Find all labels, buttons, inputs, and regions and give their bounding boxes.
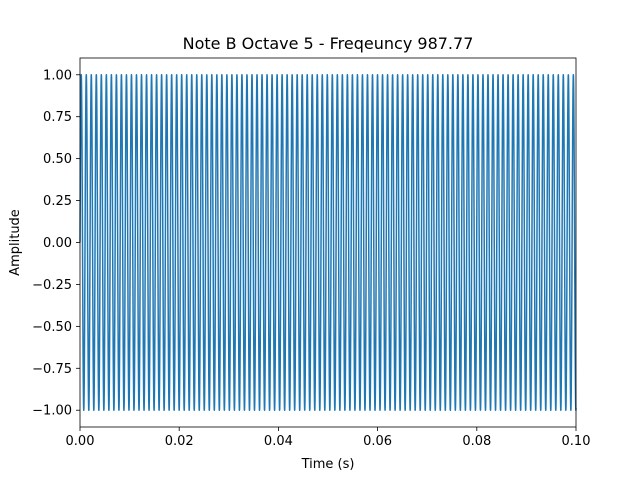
- y-tick-label: 0.75: [43, 110, 72, 125]
- x-tick-label: 0.10: [562, 434, 591, 449]
- x-axis-label: Time (s): [301, 457, 355, 472]
- y-tick-label: −1.00: [32, 404, 72, 419]
- x-tick-label: 0.08: [462, 434, 491, 449]
- y-axis: −1.00 −0.75 −0.50 −0.25 0.00 0.25 0.50 0.75 1.00: [32, 68, 80, 419]
- y-tick-label: 0.25: [43, 194, 72, 209]
- y-tick-label: −0.75: [32, 362, 72, 377]
- y-tick-label: 0.50: [43, 152, 72, 167]
- x-tick-label: 0.06: [363, 434, 392, 449]
- y-tick-label: 0.00: [43, 236, 72, 251]
- y-tick-label: −0.25: [32, 278, 72, 293]
- y-axis-label: Amplitude: [8, 209, 23, 276]
- y-tick-label: 1.00: [43, 68, 72, 83]
- x-tick-label: 0.04: [264, 434, 293, 449]
- series-line-0: [79, 74, 577, 411]
- series-layer: [79, 74, 577, 411]
- x-tick-label: 0.00: [66, 434, 95, 449]
- y-tick-label: −0.50: [32, 320, 72, 335]
- x-tick-label: 0.02: [165, 434, 194, 449]
- chart-title: Note B Octave 5 - Freqeuncy 987.77: [183, 34, 474, 53]
- x-axis: 0.00 0.02 0.04 0.06 0.08 0.10: [66, 427, 591, 449]
